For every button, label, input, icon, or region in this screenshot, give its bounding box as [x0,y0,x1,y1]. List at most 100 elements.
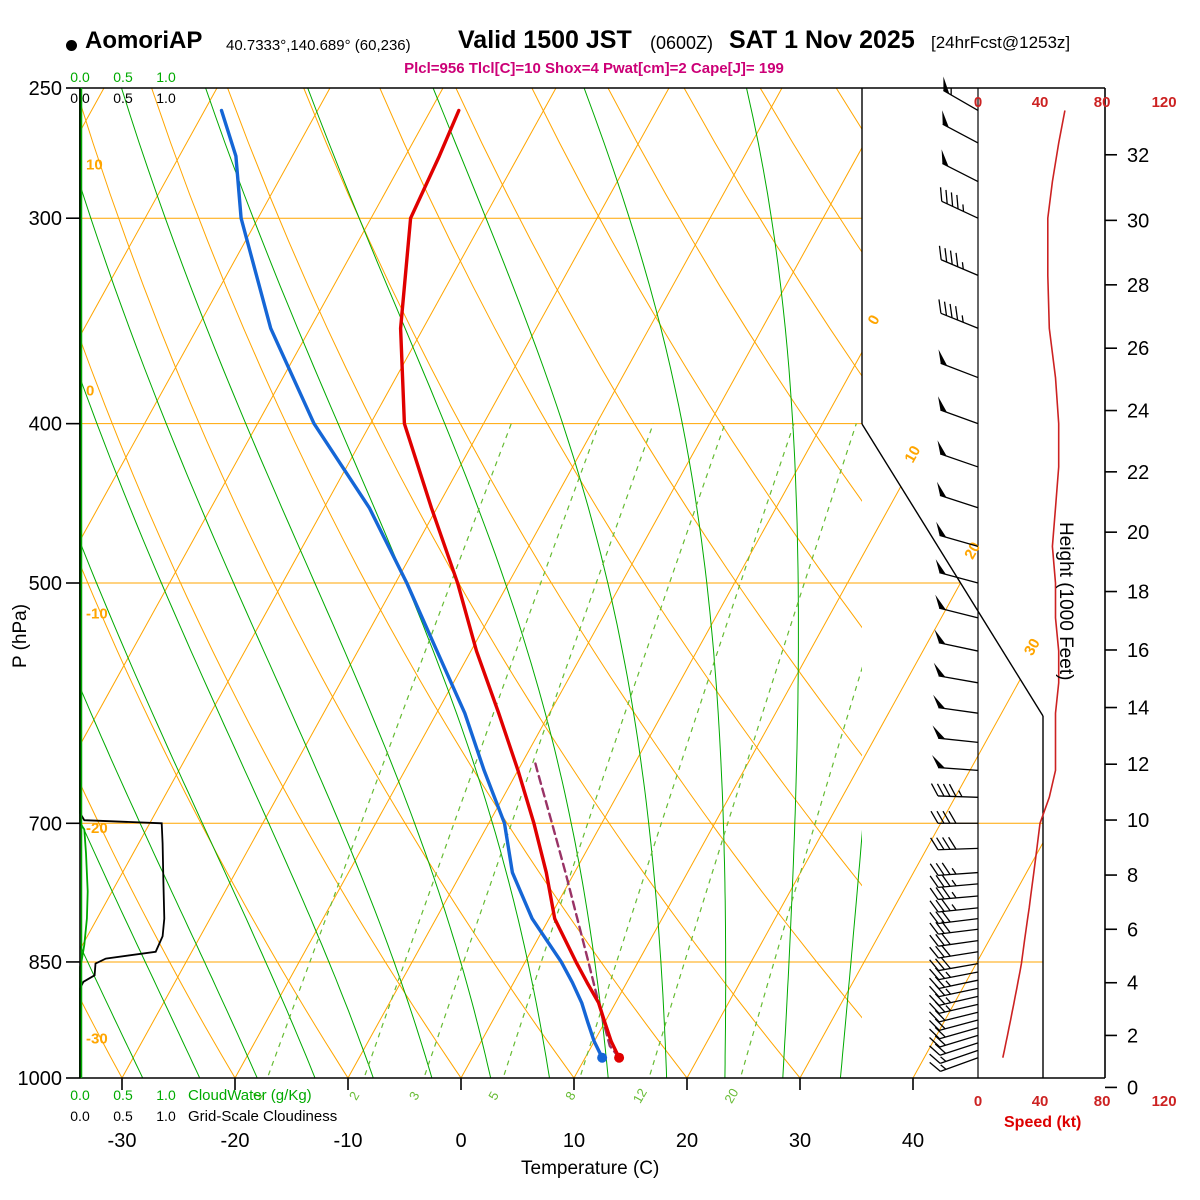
barb-full [935,945,945,958]
cloud-water-scale-top: 1.0 [156,69,176,85]
barb-half [962,204,965,212]
cloudiness-scale-top: 0.0 [70,90,90,106]
barb-pennant [937,481,947,498]
barb-pennant [938,396,947,413]
wind-barb [928,1009,979,1023]
barb-pennant [932,755,946,769]
wind-barb [933,662,979,684]
barb-full [935,875,945,888]
barb-full [956,194,959,209]
barb-full [941,910,951,923]
dry-adiabat-label: 0 [86,382,94,399]
wind-barb [929,886,979,901]
moist-adiabat-line [894,88,1010,1113]
wind-barb [938,245,979,276]
isotherm-line [80,88,331,1078]
wind-barb [934,629,979,652]
moist-adiabat-line [746,88,799,1078]
barb-full [938,245,942,260]
barb-full [935,887,945,900]
barb-full [941,874,951,887]
barb-full [955,306,959,321]
speed-tick-label-top: 120 [1152,94,1177,111]
moist-adiabat-line [583,88,727,1078]
cloudiness-scale-top: 0.5 [113,90,133,106]
wind-barb [929,933,979,947]
wind-barb [930,836,979,851]
dry-adiabat-line [0,88,27,1113]
barb-full [934,1035,946,1046]
barb-full [943,301,948,316]
height-tick-label: 4 [1127,973,1138,995]
wind-barb [939,187,979,219]
mixing-ratio-line [266,423,512,1078]
surface-temperature-dot [614,1052,625,1063]
barb-half [945,971,952,978]
speed-tick-label-top: 40 [1032,94,1049,111]
barb-full [929,1019,940,1031]
height-tick-label: 12 [1127,754,1149,776]
barb-full [935,862,945,876]
barb-full [941,944,951,957]
forecast-tag: [24hrFcst@1253z] [931,33,1071,52]
cloud-water-scale-bottom: 0.0 [70,1087,90,1103]
mixing-ratio-line [502,423,726,1078]
pressure-axis-title: P (hPa) [10,603,31,668]
station-coords: 40.7333°,140.689° (60,236) [226,37,411,54]
barb-full [949,303,953,318]
barb-full [929,1061,941,1072]
barb-full [949,250,953,265]
moist-adiabat-line [80,944,144,1078]
barb-pennant [937,440,947,457]
barb-half [945,1005,952,1012]
dry-adiabat-line [151,88,688,1078]
barb-full [934,1043,947,1054]
height-tick-label: 30 [1127,210,1149,232]
dry-adiabat-label: -30 [86,1031,108,1048]
barb-half [951,879,957,887]
wind-barb [929,1042,979,1056]
dry-adiabat-line [80,563,349,1078]
height-tick-label: 22 [1127,462,1149,484]
wind-barb [936,521,979,547]
cloud-water-scale-bottom: 1.0 [156,1087,176,1103]
dry-adiabat-label: -20 [86,820,108,837]
barb-half [945,988,952,995]
surface-dewpoint-dot [597,1052,608,1063]
speed-tick-label-bottom: 80 [1094,1093,1111,1110]
barb-half [951,891,957,899]
mixing-ratio-line [423,423,654,1078]
parcel-curve [533,758,621,1059]
barb-full [929,985,940,998]
isotherm-line [80,88,218,1078]
barb-full [941,899,951,912]
dry-adiabat-line [531,88,862,629]
barb-full [942,783,951,797]
height-tick-label: 16 [1127,640,1149,662]
dry-adiabat-line [80,100,575,1078]
barb-full [929,1053,941,1064]
wind-barb [929,899,979,913]
dry-adiabat-label: 10 [86,156,103,173]
height-tick-label: 28 [1127,275,1149,297]
temperature-tick-label: 0 [455,1130,466,1152]
pressure-tick-label: 1000 [18,1068,63,1090]
barb-half [940,1064,947,1070]
dry-adiabat-line [80,782,236,1078]
temperature-tick-label: -30 [108,1130,137,1152]
dry-adiabat-line [303,88,862,1019]
barb-full [955,252,959,267]
speed-tick-label-top: 80 [1094,94,1111,111]
wind-barb [929,957,979,972]
barb-full [948,783,957,797]
barb-full [935,899,945,912]
barb-full [929,863,939,876]
mixing-ratio-label: 3 [406,1089,423,1103]
wind-barb [942,110,979,144]
barb-full [936,810,945,824]
barb-full [940,957,951,969]
wind-barb [929,921,979,935]
barb-half [961,262,964,270]
barb-half [951,867,957,875]
moist-adiabat-line [839,829,862,1078]
